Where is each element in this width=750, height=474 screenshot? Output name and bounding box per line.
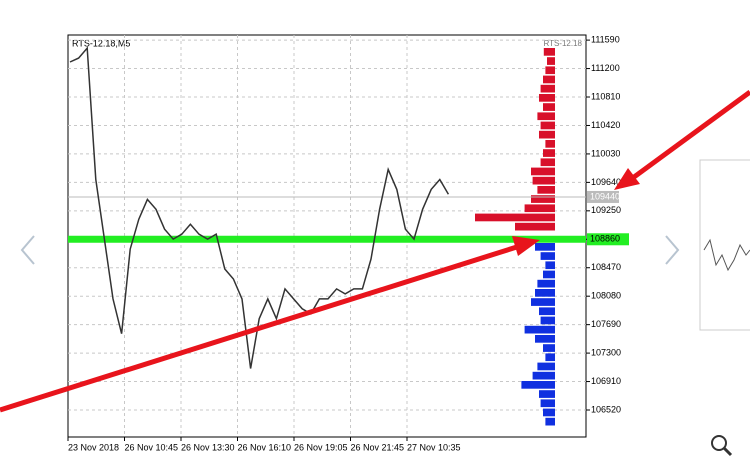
sell-volume-bar [531, 195, 555, 203]
sell-volume-bar [531, 167, 555, 176]
buy-volume-bar [535, 335, 555, 343]
buy-volume-bar [543, 344, 555, 352]
y-tick-label: 106910 [591, 376, 621, 386]
sell-volume-bar [543, 48, 555, 56]
price-level-tag [587, 190, 619, 203]
buy-volume-bar [540, 399, 555, 408]
arrow-head [614, 168, 640, 190]
price-level-label: 108860 [590, 234, 620, 244]
sell-volume-bar [543, 149, 555, 157]
buy-volume-bar [540, 316, 555, 325]
arrow [0, 243, 521, 413]
buy-volume-bar [537, 279, 555, 288]
x-tick-label: 26 Nov 16:10 [238, 442, 292, 452]
sell-volume-bar [540, 84, 555, 93]
prev-button[interactable] [20, 235, 35, 265]
x-tick-label: 27 Nov 10:35 [407, 442, 461, 452]
buy-volume-bar [543, 408, 555, 417]
y-tick-label: 108470 [591, 262, 621, 272]
buy-volume-bar [545, 353, 555, 362]
sell-volume-bar [515, 222, 555, 231]
buy-volume-bar [537, 362, 555, 371]
price-level-label: 109440 [590, 191, 620, 201]
buy-volume-bar [545, 261, 555, 270]
y-tick-label: 110420 [591, 120, 620, 130]
x-tick-label: 23 Nov 2018 [68, 442, 119, 452]
thumbnail[interactable] [699, 159, 750, 331]
chart-title: RTS-12.18,M5 [72, 38, 130, 48]
sell-volume-bar [539, 130, 555, 139]
symbol-label: RTS-12.18 [543, 39, 582, 48]
price-level-tag [587, 233, 629, 246]
buy-volume-bar [531, 298, 555, 306]
x-tick-label: 26 Nov 19:05 [294, 442, 348, 452]
buy-volume-bar [521, 381, 555, 389]
y-tick-label: 109250 [591, 205, 621, 215]
sell-volume-bar [537, 186, 555, 194]
price-line [69, 46, 450, 369]
arrow [628, 89, 750, 183]
sell-volume-bar [540, 121, 555, 130]
x-tick-label: 26 Nov 21:45 [351, 442, 405, 452]
sell-volume-bar [532, 176, 555, 185]
zoom-icon[interactable] [711, 435, 727, 451]
sell-volume-bar [543, 103, 555, 111]
sell-volume-bar [547, 57, 555, 65]
buy-volume-bar [539, 390, 555, 398]
buy-volume-bar [539, 307, 555, 316]
thumbnail-line [703, 238, 750, 272]
y-tick-label: 111200 [591, 63, 620, 73]
y-tick-label: 107690 [591, 319, 621, 329]
sell-volume-bar [475, 213, 555, 222]
y-tick-label: 111590 [591, 34, 620, 44]
buy-volume-bar [535, 289, 555, 297]
arrow-head [512, 236, 540, 256]
buy-volume-bar [535, 243, 555, 251]
y-tick-label: 110810 [591, 91, 620, 101]
buy-volume-bar [524, 325, 555, 334]
sell-volume-bar [545, 66, 555, 75]
buy-volume-bar [545, 417, 555, 426]
zoom-icon-handle [722, 446, 733, 457]
sell-volume-bar [524, 204, 555, 213]
x-tick-label: 26 Nov 13:30 [181, 442, 235, 452]
next-button[interactable] [665, 235, 680, 265]
sell-volume-bar [540, 158, 555, 167]
y-tick-label: 106520 [591, 404, 621, 414]
sell-volume-bar [537, 112, 555, 121]
sell-volume-bar [545, 140, 555, 148]
sell-volume-bar [543, 75, 555, 84]
y-tick-label: 108080 [591, 291, 621, 301]
buy-volume-bar [540, 252, 555, 260]
buy-volume-bar [532, 371, 555, 380]
x-tick-label: 26 Nov 10:45 [125, 442, 179, 452]
sell-volume-bar [539, 94, 555, 102]
y-tick-label: 110030 [591, 148, 620, 158]
y-tick-label: 107300 [591, 347, 621, 357]
y-tick-label: 109640 [591, 177, 621, 187]
buy-volume-bar [543, 270, 555, 279]
